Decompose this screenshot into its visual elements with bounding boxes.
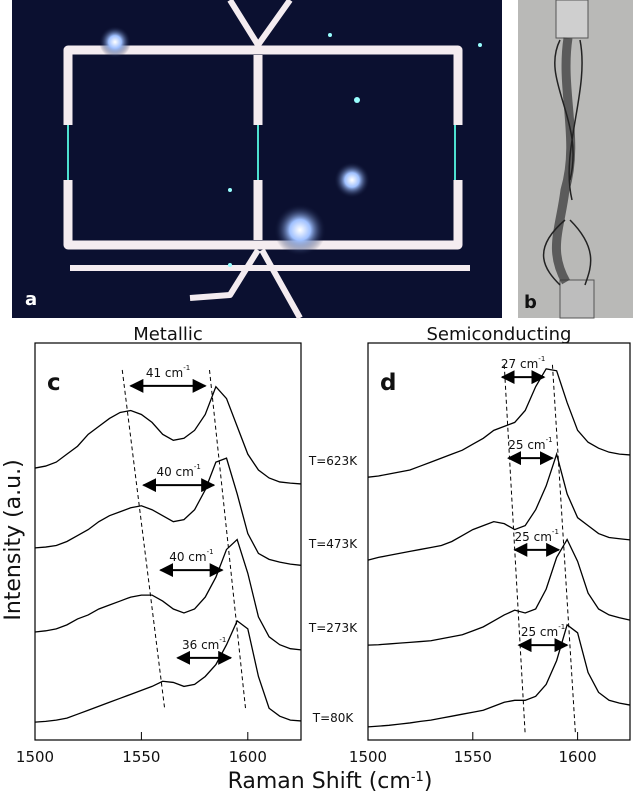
shift-label: 25 cm-1: [515, 528, 559, 544]
photo-b: [518, 0, 633, 319]
guide-line: [208, 369, 247, 710]
shift-label-main: 36 cm: [182, 638, 219, 652]
x-axis-label-sup: -1: [411, 770, 424, 785]
spectrum-line: [367, 538, 631, 646]
shift-label-main: 25 cm: [521, 625, 558, 639]
photo-label: b: [524, 292, 537, 313]
x-axis-label: Raman Shift (cm-1): [228, 769, 433, 794]
shift-label: 41 cm-1: [146, 364, 190, 380]
shift-label-main: 25 cm: [515, 530, 552, 544]
shift-label: 25 cm-1: [521, 623, 565, 639]
shift-label-sup: -1: [552, 528, 559, 536]
x-tick-label: 1600: [229, 748, 267, 766]
shift-label-main: 25 cm: [508, 438, 545, 452]
guide-line: [551, 364, 577, 735]
x-tick-label: 1550: [454, 748, 492, 766]
panel-label: c: [47, 370, 61, 396]
spectrum-line: [34, 385, 302, 485]
shift-label-main: 41 cm: [146, 366, 183, 380]
y-axis-label: Intensity (a.u.): [1, 459, 26, 620]
chart-title: Metallic: [133, 324, 203, 345]
chart-title: Semiconducting: [427, 324, 572, 345]
plot-frame: [34, 342, 302, 741]
x-tick-label: 1500: [349, 748, 387, 766]
series-label: T=273K: [308, 621, 358, 635]
plot-frame: [367, 342, 631, 741]
shift-label-main: 40 cm: [156, 465, 193, 479]
shift-label-sup: -1: [546, 436, 553, 444]
spectrum-line: [367, 623, 631, 728]
photo-a: [12, 0, 502, 320]
series-label: T=623K: [308, 454, 358, 468]
shift-label-sup: -1: [183, 364, 190, 372]
x-axis-label-tail: ): [424, 769, 433, 794]
spectrum-line: [367, 451, 631, 561]
spectrum-line: [34, 619, 302, 723]
series-label: T=80K: [312, 711, 355, 725]
shift-label: 40 cm-1: [169, 548, 213, 564]
shift-label-sup: -1: [194, 463, 201, 471]
spectrum-line: [367, 368, 631, 478]
shift-label: 36 cm-1: [182, 636, 226, 652]
shift-label-main: 40 cm: [169, 550, 206, 564]
spectrum-line: [34, 457, 302, 566]
x-tick-label: 1500: [16, 748, 54, 766]
guide-line: [121, 369, 166, 710]
shift-label: 40 cm-1: [156, 463, 200, 479]
series-label: T=473K: [308, 537, 358, 551]
x-tick-label: 1600: [559, 748, 597, 766]
shift-label: 27 cm-1: [501, 355, 545, 371]
panel-label: d: [380, 370, 396, 396]
x-axis-label-main: Raman Shift (cm: [228, 769, 411, 794]
shift-label-main: 27 cm: [501, 357, 538, 371]
shift-label-sup: -1: [207, 548, 214, 556]
photo-label: a: [25, 289, 37, 310]
shift-label-sup: -1: [558, 623, 565, 631]
shift-label-sup: -1: [538, 355, 545, 363]
shift-label-sup: -1: [219, 636, 226, 644]
shift-label: 25 cm-1: [508, 436, 552, 452]
x-tick-label: 1550: [122, 748, 160, 766]
spectrum-line: [34, 538, 302, 651]
